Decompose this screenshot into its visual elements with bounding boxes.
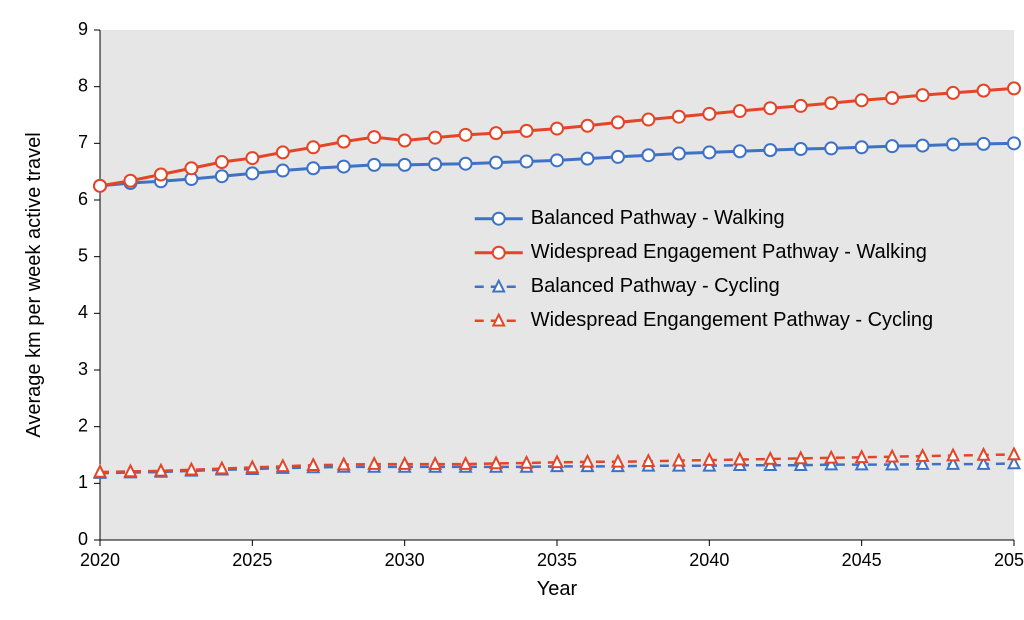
series-marker bbox=[734, 105, 746, 117]
series-marker bbox=[429, 132, 441, 144]
series-marker bbox=[764, 102, 776, 114]
series-marker bbox=[642, 149, 654, 161]
x-tick-label: 2030 bbox=[385, 550, 425, 570]
y-axis-title: Average km per week active travel bbox=[23, 132, 45, 437]
legend-row: Widespread Engangement Pathway - Cycling bbox=[475, 309, 933, 331]
series-marker bbox=[490, 157, 502, 169]
series-marker bbox=[947, 87, 959, 99]
series-marker bbox=[917, 89, 929, 101]
series-marker bbox=[703, 146, 715, 158]
series-marker bbox=[94, 180, 106, 192]
series-marker bbox=[642, 114, 654, 126]
x-tick-label: 2020 bbox=[80, 550, 120, 570]
series-marker bbox=[673, 148, 685, 160]
series-marker bbox=[1008, 137, 1020, 149]
y-tick-label: 5 bbox=[78, 245, 88, 265]
y-tick-label: 3 bbox=[78, 359, 88, 379]
series-marker bbox=[978, 85, 990, 97]
series-marker bbox=[216, 170, 228, 182]
chart-container: 0 1 2 3 4 5 6 7 8 9 2020 2025 2030 2035 2040 2045 2050 Ye… bbox=[0, 0, 1024, 620]
series-marker bbox=[856, 94, 868, 106]
legend-label: Widespread Engagement Pathway - Walking bbox=[531, 241, 927, 263]
series-marker bbox=[124, 175, 136, 187]
series-marker bbox=[399, 159, 411, 171]
series-marker bbox=[886, 140, 898, 152]
series-marker bbox=[886, 92, 898, 104]
line-chart: 0 1 2 3 4 5 6 7 8 9 2020 2025 2030 2035 2040 2045 2050 Ye… bbox=[0, 0, 1024, 620]
series-marker bbox=[185, 162, 197, 174]
series-marker bbox=[490, 127, 502, 139]
series-marker bbox=[338, 161, 350, 173]
series-marker bbox=[673, 111, 685, 123]
series-marker bbox=[429, 158, 441, 170]
series-marker bbox=[581, 120, 593, 132]
legend-label: Balanced Pathway - Cycling bbox=[531, 275, 780, 297]
series-marker bbox=[246, 152, 258, 164]
legend-swatch-marker bbox=[493, 213, 505, 225]
series-marker bbox=[307, 162, 319, 174]
y-tick-label: 0 bbox=[78, 529, 88, 549]
series-marker bbox=[917, 140, 929, 152]
series-marker bbox=[612, 116, 624, 128]
series-marker bbox=[246, 167, 258, 179]
series-marker bbox=[399, 135, 411, 147]
series-marker bbox=[1008, 82, 1020, 94]
legend-row: Widespread Engagement Pathway - Walking bbox=[475, 241, 927, 263]
legend-label: Widespread Engangement Pathway - Cycling bbox=[531, 309, 933, 331]
series-marker bbox=[521, 125, 533, 137]
legend-swatch-marker bbox=[493, 247, 505, 259]
series-marker bbox=[551, 123, 563, 135]
y-tick-label: 2 bbox=[78, 415, 88, 435]
series-marker bbox=[338, 136, 350, 148]
series-marker bbox=[521, 155, 533, 167]
y-tick-label: 9 bbox=[78, 19, 88, 39]
series-marker bbox=[307, 141, 319, 153]
series-marker bbox=[703, 108, 715, 120]
x-tick-label: 2050 bbox=[994, 550, 1024, 570]
series-marker bbox=[216, 156, 228, 168]
x-tick-label: 2045 bbox=[842, 550, 882, 570]
series-marker bbox=[795, 100, 807, 112]
x-tick-label: 2040 bbox=[689, 550, 729, 570]
series-marker bbox=[825, 97, 837, 109]
y-tick-label: 6 bbox=[78, 189, 88, 209]
y-tick-label: 1 bbox=[78, 472, 88, 492]
series-marker bbox=[460, 158, 472, 170]
x-tick-label: 2035 bbox=[537, 550, 577, 570]
y-tick-label: 8 bbox=[78, 75, 88, 95]
x-tick-label: 2025 bbox=[232, 550, 272, 570]
series-marker bbox=[978, 138, 990, 150]
x-axis-title: Year bbox=[537, 578, 578, 600]
series-marker bbox=[581, 153, 593, 165]
y-tick-label: 7 bbox=[78, 132, 88, 152]
series-marker bbox=[368, 159, 380, 171]
series-marker bbox=[551, 154, 563, 166]
series-marker bbox=[734, 145, 746, 157]
series-marker bbox=[460, 129, 472, 141]
series-marker bbox=[764, 144, 776, 156]
series-marker bbox=[947, 138, 959, 150]
series-marker bbox=[856, 141, 868, 153]
series-marker bbox=[277, 165, 289, 177]
series-marker bbox=[277, 146, 289, 158]
y-tick-label: 4 bbox=[78, 302, 88, 322]
series-marker bbox=[795, 143, 807, 155]
series-marker bbox=[612, 151, 624, 163]
series-marker bbox=[825, 142, 837, 154]
series-marker bbox=[368, 131, 380, 143]
series-marker bbox=[155, 169, 167, 181]
legend-label: Balanced Pathway - Walking bbox=[531, 207, 785, 229]
